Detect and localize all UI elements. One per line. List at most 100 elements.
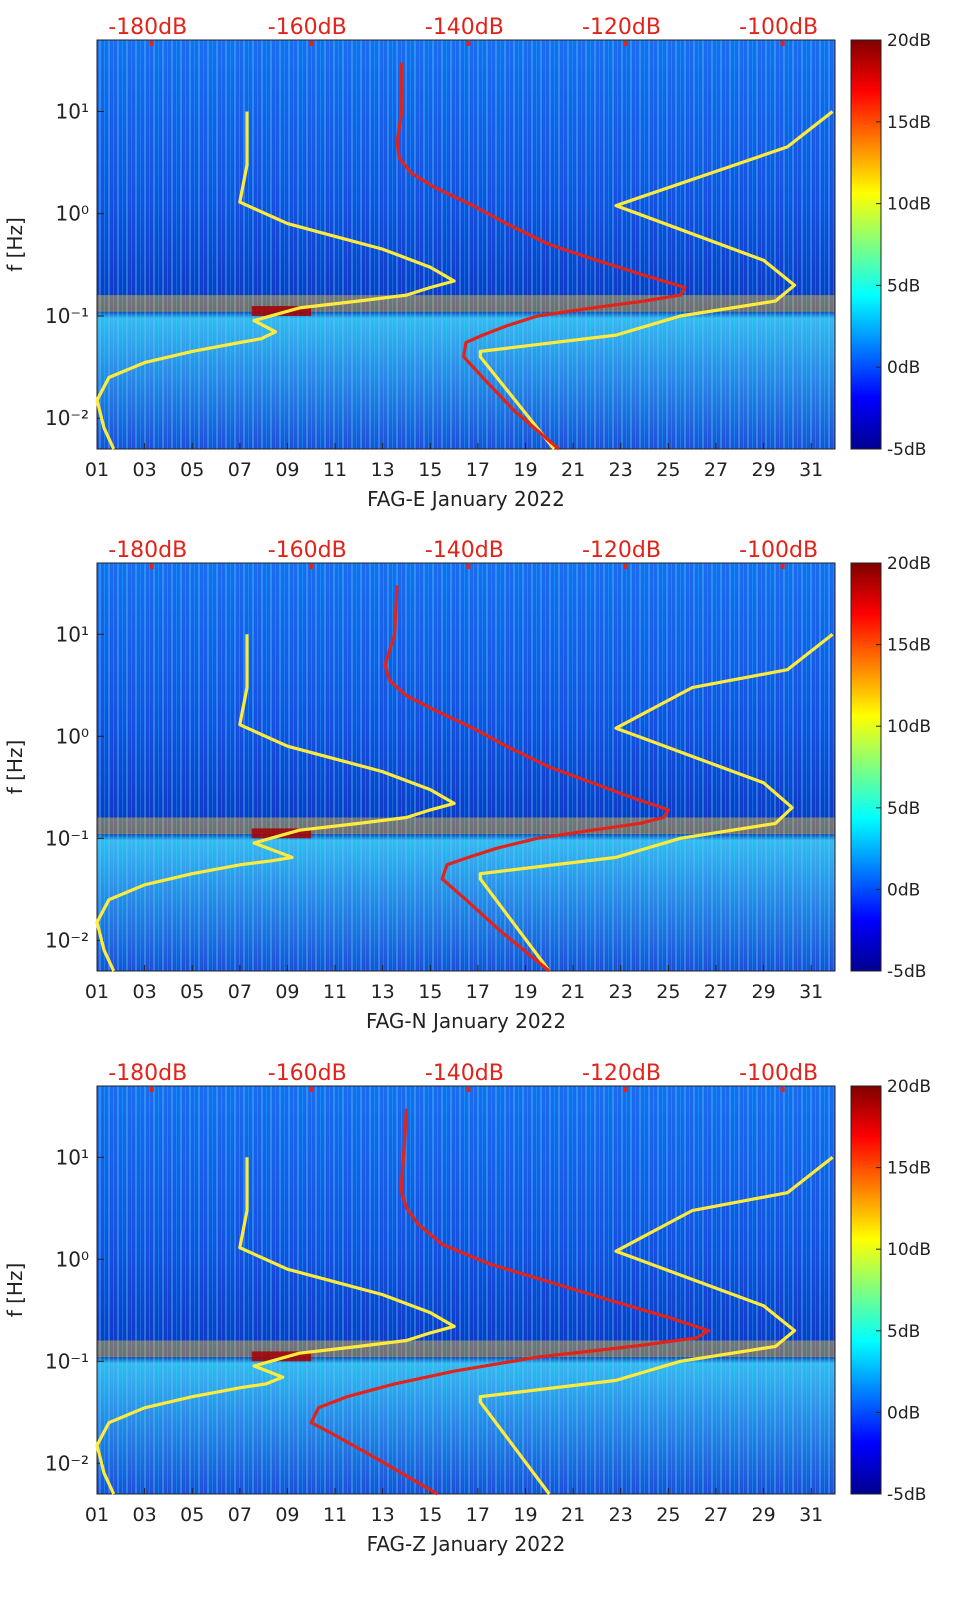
colorbar-tick-label: 5dB [887, 799, 920, 819]
y-axis-label: f [Hz] [3, 740, 27, 795]
series-line [95, 111, 456, 450]
colorbar-tick-label: 10dB [887, 717, 931, 737]
colorbar [850, 39, 882, 450]
y-tick-label: 10⁻² [45, 406, 89, 430]
energy-patch [251, 1351, 312, 1362]
energy-patch [251, 306, 312, 316]
plot-frame [96, 1085, 836, 1495]
x-axis-label: FAG-E January 2022 [367, 487, 565, 511]
y-tick-label: 10⁻² [45, 928, 89, 952]
x-tick-label: 05 [180, 981, 204, 1003]
series-line [478, 633, 834, 972]
y-axis-label: f [Hz] [3, 1263, 27, 1318]
top-axis-label: -140dB [425, 1061, 504, 1086]
top-axis-label: -160dB [268, 1061, 347, 1086]
y-tick-label: 10⁰ [56, 724, 89, 748]
top-axis-marker [466, 41, 471, 46]
x-axis-label: FAG-N January 2022 [366, 1009, 566, 1033]
spectrogram-panel: 01 03 05 07 09 11 13 15 17 19 21 23 25 27 29 31 FAG-Z Ja… [3, 1061, 931, 1556]
colorbar-tick-label: 15dB [887, 1159, 931, 1179]
x-tick-label: 27 [704, 981, 728, 1003]
x-tick-label: 03 [133, 981, 157, 1003]
top-axis-label: -140dB [425, 538, 504, 563]
x-tick-label: 19 [513, 1504, 537, 1526]
colorbar-tick-label: 5dB [887, 276, 920, 296]
series-line [395, 62, 687, 451]
top-axis-marker [149, 1087, 154, 1092]
x-tick-label: 15 [418, 1504, 442, 1526]
energy-patch [251, 828, 312, 839]
x-tick-label: 09 [275, 981, 299, 1003]
y-tick-label: 10⁻² [45, 1451, 89, 1475]
top-axis-marker [149, 564, 154, 569]
top-axis-marker [780, 1087, 785, 1092]
colorbar [850, 1085, 882, 1495]
top-axis-label: -100dB [739, 15, 818, 40]
top-axis-marker [623, 1087, 628, 1092]
x-tick-label: 31 [799, 1504, 823, 1526]
top-axis-label: -120dB [582, 1061, 661, 1086]
plot-frame [96, 39, 836, 450]
x-tick-label: 23 [609, 1504, 633, 1526]
colorbar-tick-label: 0dB [887, 358, 920, 378]
top-axis-marker [780, 564, 785, 569]
x-tick-label: 11 [323, 981, 347, 1003]
top-axis-label: -100dB [739, 538, 818, 563]
y-tick-label: 10¹ [56, 1145, 89, 1169]
top-axis-label: -100dB [739, 1061, 818, 1086]
x-tick-label: 05 [180, 1504, 204, 1526]
x-tick-label: 25 [656, 459, 680, 481]
colorbar-tick-label: 15dB [887, 113, 931, 133]
x-tick-label: 07 [228, 1504, 252, 1526]
colorbar-tick-label: 20dB [887, 554, 931, 574]
x-tick-label: 17 [466, 1504, 490, 1526]
series-line [309, 1108, 711, 1496]
x-tick-label: 11 [323, 1504, 347, 1526]
series-line [478, 1156, 834, 1495]
x-tick-label: 07 [228, 459, 252, 481]
series-line [95, 634, 456, 972]
x-tick-label: 17 [466, 981, 490, 1003]
x-tick-label: 03 [133, 1504, 157, 1526]
y-tick-label: 10⁰ [56, 1247, 89, 1271]
x-tick-label: 21 [561, 1504, 585, 1526]
x-axis-label: FAG-Z January 2022 [367, 1532, 566, 1556]
y-tick-label: 10¹ [56, 622, 89, 646]
x-tick-label: 15 [418, 459, 442, 481]
x-tick-label: 25 [656, 981, 680, 1003]
x-tick-label: 09 [275, 1504, 299, 1526]
top-axis-marker [309, 41, 314, 46]
x-tick-label: 29 [751, 459, 775, 481]
x-tick-label: 21 [561, 981, 585, 1003]
x-tick-label: 21 [561, 459, 585, 481]
y-tick-label: 10¹ [56, 99, 89, 123]
y-tick-label: 10⁻¹ [45, 826, 89, 850]
x-tick-label: 15 [418, 981, 442, 1003]
x-tick-label: 11 [323, 459, 347, 481]
x-tick-label: 25 [656, 1504, 680, 1526]
colorbar [850, 562, 882, 972]
colorbar-tick-label: 20dB [887, 31, 931, 51]
spectrogram-panel: 01 03 05 07 09 11 13 15 17 19 21 23 25 27 29 31 FAG-N Ja… [3, 538, 931, 1033]
plot-frame [96, 562, 836, 972]
top-axis-label: -120dB [582, 538, 661, 563]
x-tick-label: 29 [751, 1504, 775, 1526]
top-axis-label: -140dB [425, 15, 504, 40]
colorbar-tick-label: -5dB [887, 962, 926, 982]
x-tick-label: 27 [704, 1504, 728, 1526]
series-line [478, 110, 834, 450]
x-tick-label: 13 [371, 459, 395, 481]
spectrogram-panel: 01 03 05 07 09 11 13 15 17 19 21 23 25 27 29 31 FAG-E Ja… [3, 15, 931, 511]
colorbar-tick-label: 10dB [887, 195, 931, 215]
x-tick-label: 17 [466, 459, 490, 481]
top-axis-label: -160dB [268, 538, 347, 563]
x-tick-label: 07 [228, 981, 252, 1003]
y-tick-label: 10⁻¹ [45, 1349, 89, 1373]
x-tick-label: 19 [513, 981, 537, 1003]
top-axis-marker [623, 41, 628, 46]
top-axis-label: -120dB [582, 15, 661, 40]
x-tick-label: 29 [751, 981, 775, 1003]
top-axis-label: -180dB [108, 1061, 187, 1086]
spectrogram-texture [97, 40, 835, 449]
